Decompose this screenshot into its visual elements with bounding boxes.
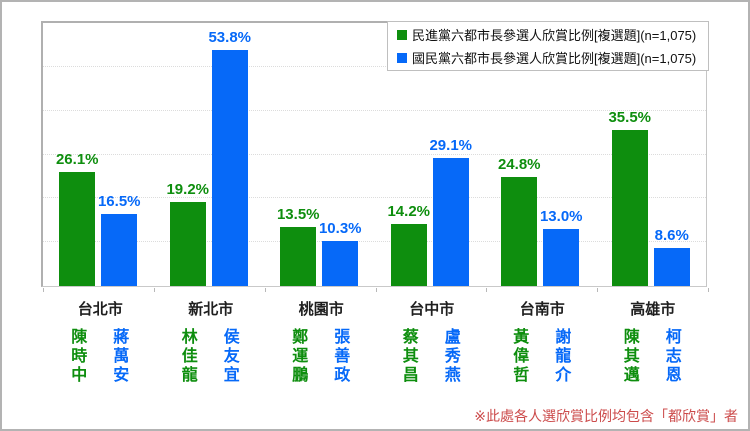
city-label-台南市: 台南市 xyxy=(519,301,565,318)
axis-tick xyxy=(153,288,155,292)
bar-dpp-新北市 xyxy=(169,201,206,286)
gridline-50 xyxy=(43,65,706,67)
gridline-40 xyxy=(43,109,706,111)
bar-dpp-桃園市 xyxy=(280,226,317,286)
candidate-name-侯友宜: 侯 友 宜 xyxy=(223,329,240,384)
bar-value-label: 16.5% xyxy=(97,192,141,210)
footnote: ※此處各人選欣賞比例均包含「都欣賞」者 xyxy=(474,408,738,424)
candidate-name-張善政: 張 善 政 xyxy=(334,329,351,384)
city-label-桃園市: 桃園市 xyxy=(298,301,344,318)
axis-tick xyxy=(486,288,488,292)
bar-dpp-台南市 xyxy=(501,177,538,286)
candidate-name-謝龍介: 謝 龍 介 xyxy=(555,329,572,384)
city-label-新北市: 新北市 xyxy=(188,301,234,318)
bar-kmt-新北市 xyxy=(211,50,248,286)
bar-kmt-台南市 xyxy=(543,229,580,286)
legend-label-kmt: 國民黨六都市長參選人欣賞比例[複選題](n=1,075) xyxy=(412,51,697,66)
axis-tick xyxy=(597,288,599,292)
bar-value-label: 13.0% xyxy=(539,208,583,226)
city-label-台北市: 台北市 xyxy=(77,301,123,318)
city-label-台中市: 台中市 xyxy=(409,301,455,318)
gridline-20 xyxy=(43,197,706,199)
bar-value-label: 53.8% xyxy=(208,29,252,47)
bar-value-label: 29.1% xyxy=(429,137,473,155)
candidate-name-陳時中: 陳 時 中 xyxy=(71,329,88,384)
candidate-name-柯志恩: 柯 志 恩 xyxy=(665,329,682,384)
bar-value-label: 35.5% xyxy=(608,109,652,127)
bar-value-label: 10.3% xyxy=(318,219,362,237)
axis-tick xyxy=(43,288,44,292)
bar-dpp-台北市 xyxy=(59,171,96,286)
candidate-name-盧秀燕: 盧 秀 燕 xyxy=(444,329,461,384)
bar-kmt-台北市 xyxy=(101,213,138,286)
gridline-30 xyxy=(43,153,706,155)
candidate-name-陳其邁: 陳 其 邁 xyxy=(623,329,640,384)
legend-swatch-blue xyxy=(397,52,407,63)
bar-value-label: 24.8% xyxy=(497,156,541,174)
bar-kmt-桃園市 xyxy=(322,240,359,286)
bar-value-label: 8.6% xyxy=(654,227,689,245)
candidate-name-鄭運鵬: 鄭 運 鵬 xyxy=(292,329,309,384)
bar-kmt-台中市 xyxy=(432,158,469,286)
legend-item-dpp: 民進黨六都市長參選人欣賞比例[複選題](n=1,075) xyxy=(397,25,708,44)
bar-value-label: 14.2% xyxy=(387,202,431,220)
candidate-name-蔣萬安: 蔣 萬 安 xyxy=(113,329,130,384)
candidate-name-蔡其昌: 蔡 其 昌 xyxy=(402,329,419,384)
gridline-10 xyxy=(43,241,706,243)
city-label-高雄市: 高雄市 xyxy=(630,301,676,318)
bar-kmt-高雄市 xyxy=(653,248,690,286)
axis-tick xyxy=(708,288,709,292)
bar-dpp-高雄市 xyxy=(611,130,648,286)
legend: 民進黨六都市長參選人欣賞比例[複選題](n=1,075) 國民黨六都市長參選人欣… xyxy=(387,21,709,71)
axis-tick xyxy=(264,288,266,292)
legend-item-kmt: 國民黨六都市長參選人欣賞比例[複選題](n=1,075) xyxy=(397,48,708,67)
legend-label-dpp: 民進黨六都市長參選人欣賞比例[複選題](n=1,075) xyxy=(412,28,697,43)
candidate-name-林佳龍: 林 佳 龍 xyxy=(181,329,198,384)
bar-value-label: 19.2% xyxy=(166,180,210,198)
legend-swatch-green xyxy=(397,29,407,40)
candidate-name-黃偉哲: 黃 偉 哲 xyxy=(513,329,530,384)
bar-value-label: 26.1% xyxy=(55,150,99,168)
axis-tick xyxy=(375,288,377,292)
bar-dpp-台中市 xyxy=(390,223,427,286)
bar-value-label: 13.5% xyxy=(276,205,320,223)
